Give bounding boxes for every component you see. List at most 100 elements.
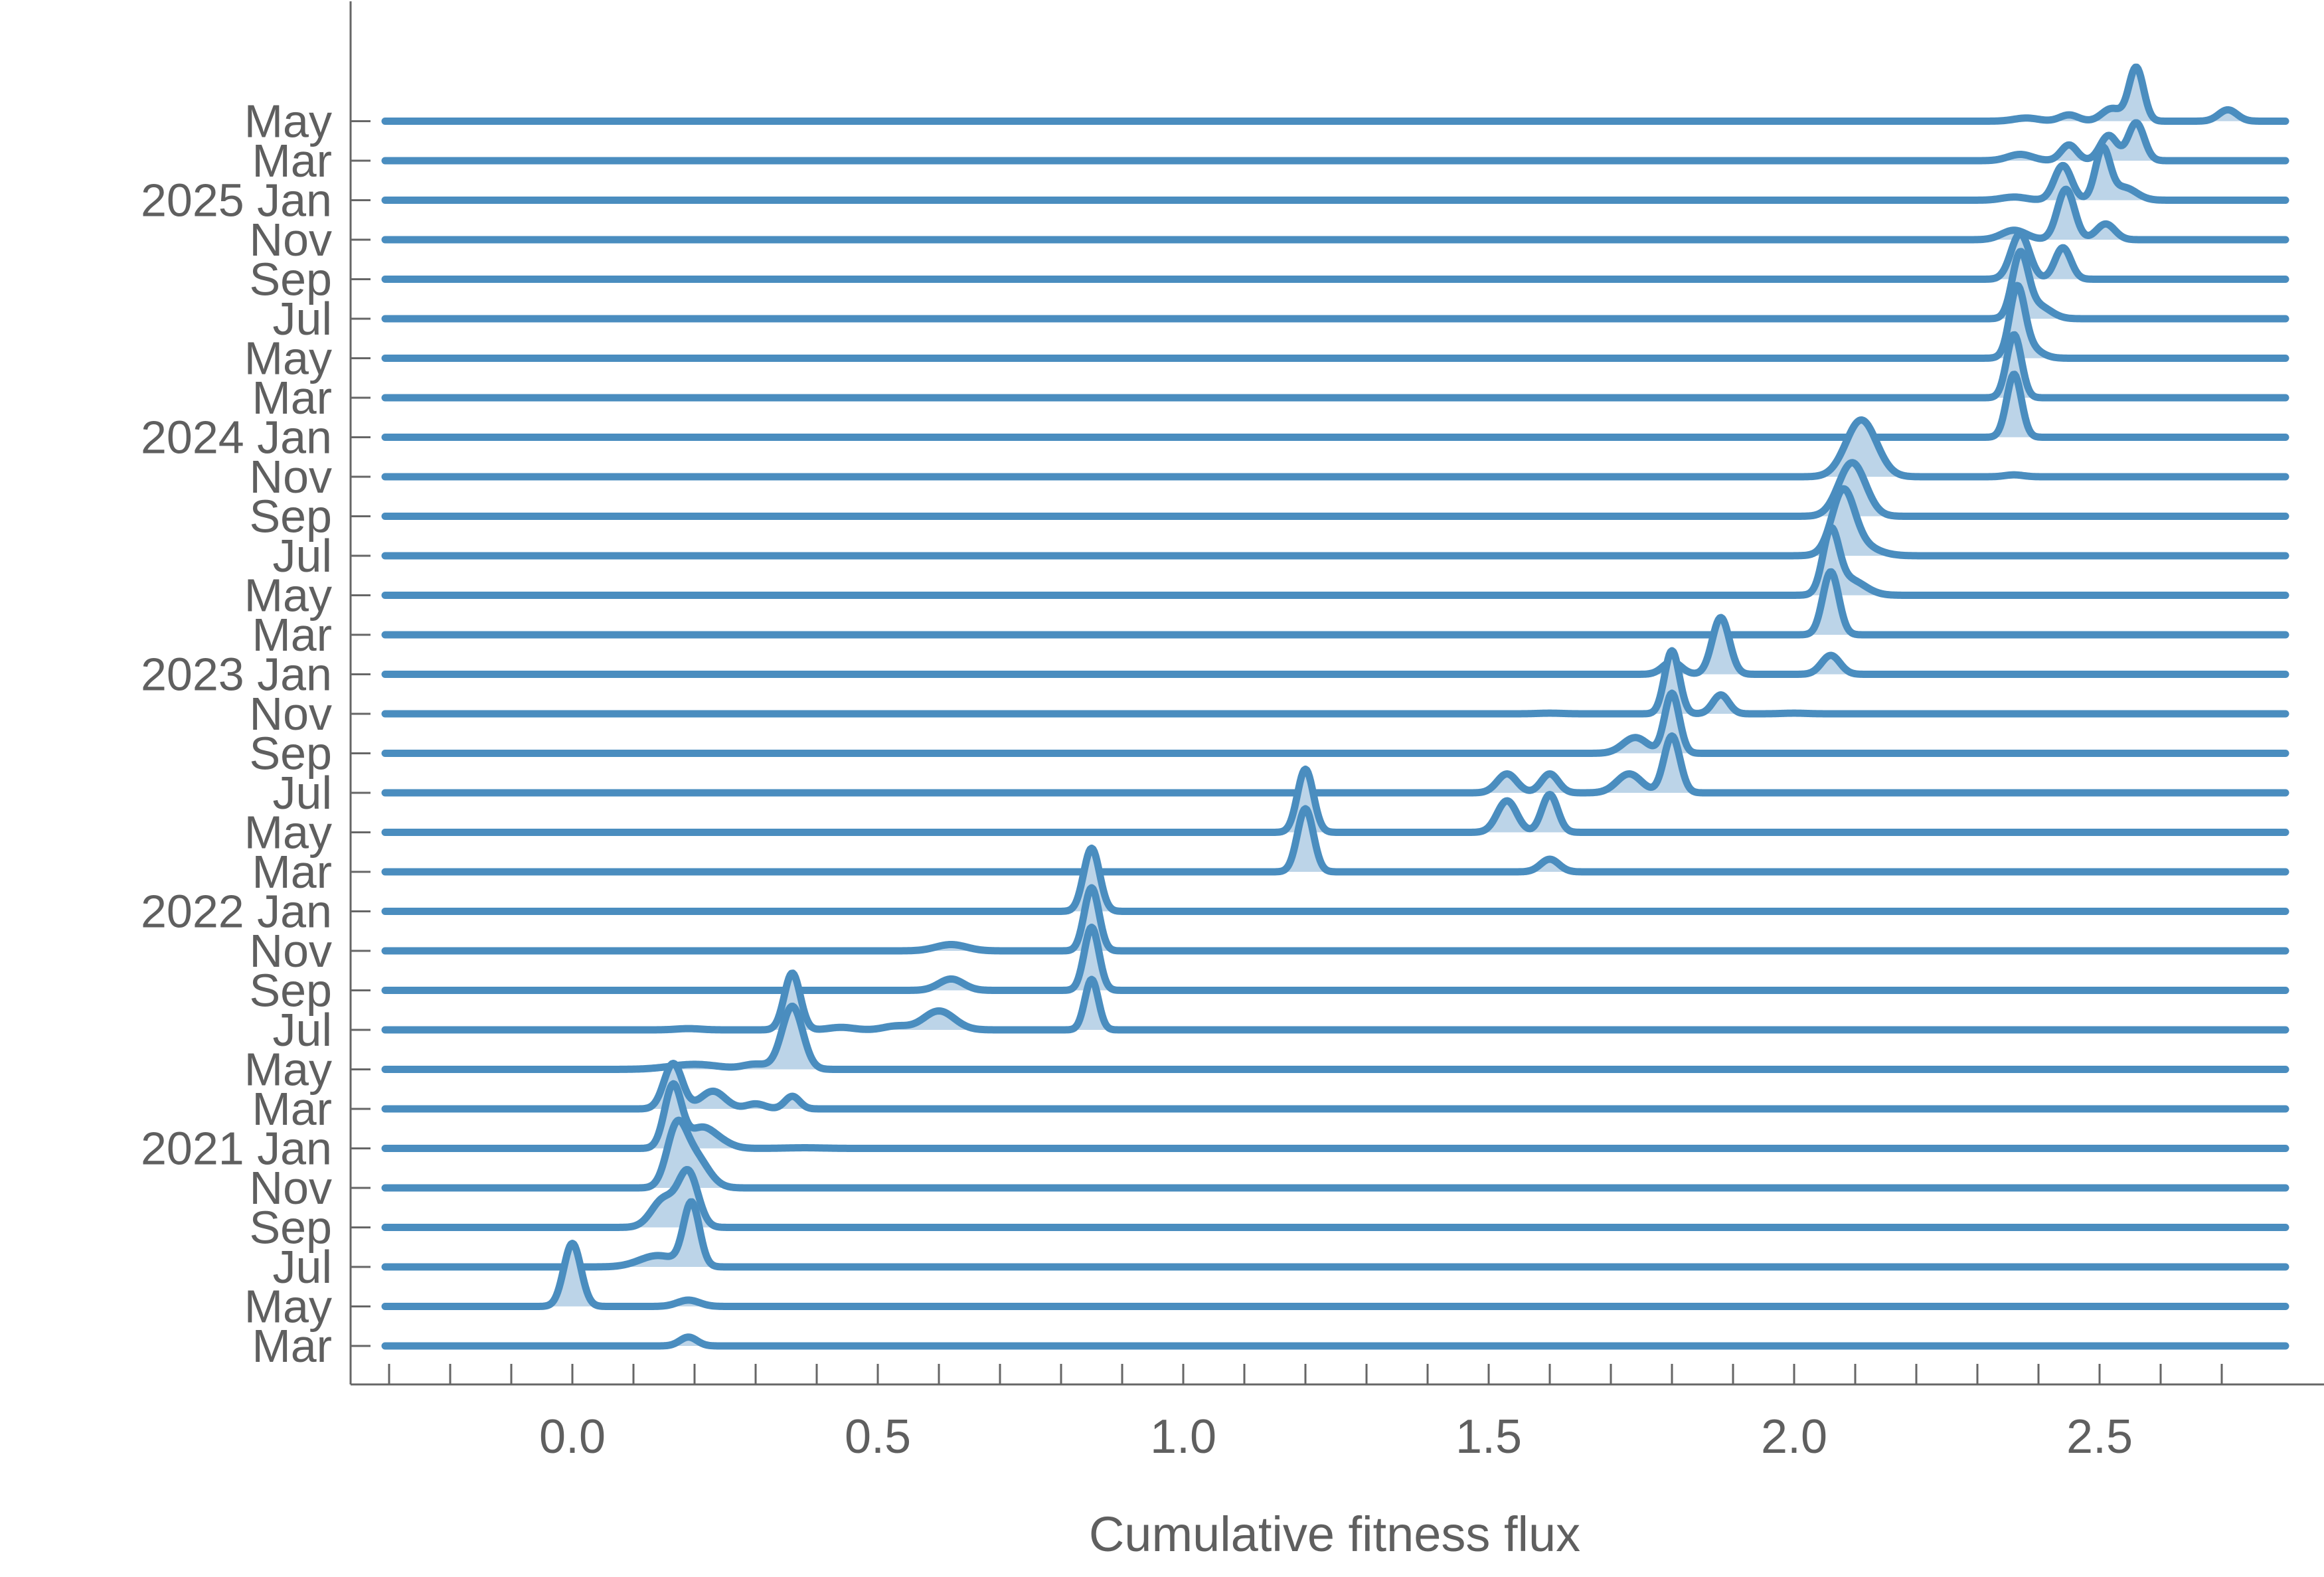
ridge-row [381, 969, 2289, 1034]
ridge-row [381, 119, 2289, 165]
ridge-density-fill [385, 489, 2285, 556]
ridge-density-line [381, 647, 2289, 718]
ridge-density-line [381, 485, 2289, 560]
ridge-density-fill [385, 927, 2285, 991]
y-tick-label: May [244, 1281, 332, 1333]
x-tick-label: 1.5 [1455, 1410, 1522, 1463]
ridge-density-fill [385, 651, 2285, 714]
ridge-density-fill [385, 122, 2285, 161]
y-tick-label: 2023 Jan [141, 649, 332, 701]
ridge-density-fill [385, 572, 2285, 635]
y-tick-label: Jul [273, 530, 332, 582]
ridge-density-fill [385, 67, 2285, 122]
y-tick-label: Sep [249, 965, 332, 1017]
ridge-row [381, 185, 2289, 244]
y-tick-label: Nov [250, 688, 332, 740]
y-tick-label: May [244, 1044, 332, 1096]
ridge-density-line [381, 1240, 2289, 1310]
ridge-density-line [381, 766, 2289, 836]
ridge-density-line [381, 845, 2289, 915]
ridge-density-line [381, 805, 2289, 876]
ridge-density-line [381, 185, 2289, 244]
y-tick-label: Jul [273, 1004, 332, 1056]
ridge-row [381, 1116, 2289, 1192]
ridge-row [381, 805, 2289, 876]
ridge-density-fill [385, 1006, 2285, 1070]
y-tick-label: 2025 Jan [141, 175, 332, 226]
ridge-row [381, 1003, 2289, 1073]
ridge-density-line [381, 143, 2289, 204]
ridge-density-fill [385, 809, 2285, 872]
ridge-density-line [381, 1116, 2289, 1192]
y-tick-label: Mar [252, 1320, 332, 1372]
y-tick-label: Mar [252, 1083, 332, 1135]
y-tick-label: Sep [249, 1202, 332, 1254]
ridge-row [381, 1240, 2289, 1310]
ridge-row [381, 1059, 2289, 1113]
x-tick-label: 0.0 [539, 1410, 606, 1463]
ridge-density-fill [385, 888, 2285, 951]
ridge-density-line [381, 1003, 2289, 1073]
ridge-row [381, 63, 2289, 125]
y-tick-label: Nov [250, 1162, 332, 1214]
y-tick-label: Mar [252, 846, 332, 898]
ridge-density-line [381, 884, 2289, 955]
y-tick-label: Jul [273, 767, 332, 819]
ridge-density-line [381, 459, 2289, 520]
ridge-density-line [381, 63, 2289, 125]
ridge-row [381, 248, 2289, 323]
ridge-density-line [381, 1333, 2289, 1350]
ridge-density-line [381, 282, 2289, 362]
ridge-density-line [381, 568, 2289, 639]
y-tick-label: 2022 Jan [141, 886, 332, 938]
ridge-density-line [381, 523, 2289, 599]
ridge-density-fill [385, 618, 2285, 675]
ridge-density-line [381, 119, 2289, 165]
y-tick-label: Jul [273, 293, 332, 345]
ridge-row [381, 416, 2289, 481]
ridge-density-line [381, 1165, 2289, 1231]
ridge-density-line [381, 614, 2289, 678]
y-tick-label: Jul [273, 1241, 332, 1293]
ridge-row [381, 143, 2289, 204]
ridge-row [381, 1165, 2289, 1231]
ridge-row [381, 568, 2289, 639]
x-tick-label: 2.5 [2066, 1410, 2133, 1463]
ridge-row [381, 647, 2289, 718]
ridge-density-line [381, 416, 2289, 481]
y-tick-label: Sep [249, 491, 332, 542]
ridge-series-group [381, 63, 2289, 1350]
ridge-density-line [381, 1059, 2289, 1113]
ridge-density-fill [385, 147, 2285, 201]
y-tick-label: Mar [252, 372, 332, 424]
ridge-row [381, 230, 2289, 283]
y-tick-label: May [244, 570, 332, 622]
ridge-row [381, 689, 2289, 757]
ridge-density-fill [385, 693, 2285, 754]
ridge-density-fill [385, 527, 2285, 596]
ridge-row [381, 732, 2289, 797]
ridge-row [381, 1333, 2289, 1350]
ridge-density-line [381, 1198, 2289, 1271]
ridge-row [381, 766, 2289, 836]
ridge-density-line [381, 689, 2289, 757]
ridge-row [381, 924, 2289, 994]
x-axis-title: Cumulative fitness flux [1089, 1507, 1580, 1562]
ridge-density-fill [385, 848, 2285, 912]
ridge-density-line [381, 924, 2289, 994]
ridge-density-line [381, 371, 2289, 441]
ridge-row [381, 459, 2289, 520]
ridge-density-line [381, 331, 2289, 402]
ridge-density-line [381, 230, 2289, 283]
y-tick-label: Sep [249, 254, 332, 305]
ridge-density-fill [385, 462, 2285, 517]
y-tick-label: Nov [250, 451, 332, 503]
ridge-density-line [381, 248, 2289, 323]
ridge-density-fill [385, 769, 2285, 833]
y-tick-label: May [244, 96, 332, 147]
ridge-row [381, 282, 2289, 362]
ridge-row [381, 331, 2289, 402]
y-tick-label: Nov [250, 925, 332, 977]
